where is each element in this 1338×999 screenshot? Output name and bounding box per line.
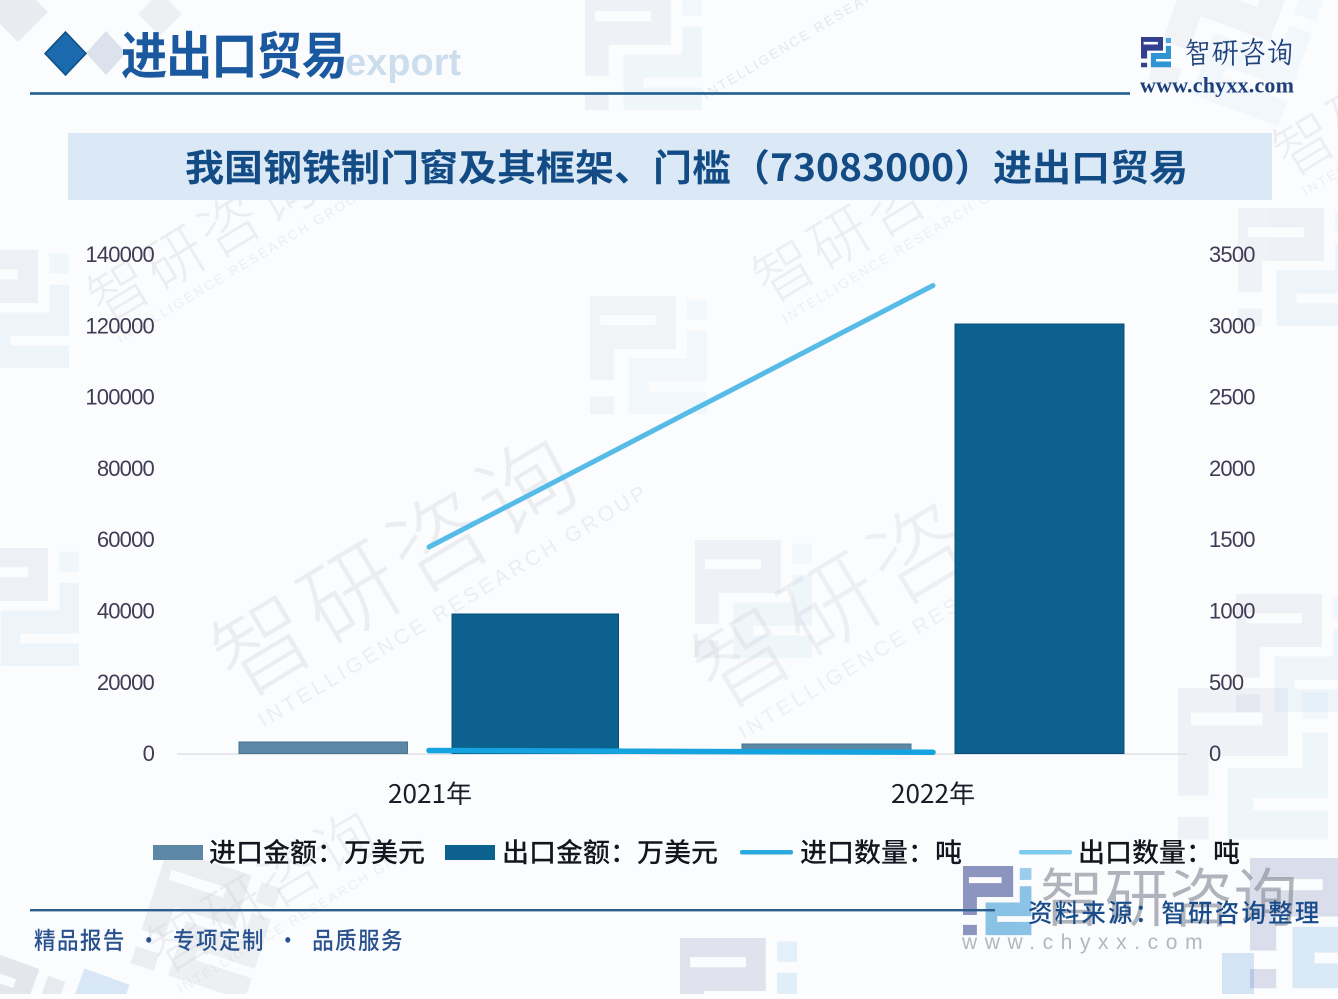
svg-text:www.chyxx.com: www.chyxx.com [961, 931, 1210, 954]
svg-text:2500: 2500 [1209, 385, 1255, 410]
svg-text:1500: 1500 [1209, 527, 1255, 552]
svg-text:www.chyxx.com: www.chyxx.com [1140, 73, 1294, 98]
svg-text:80000: 80000 [97, 456, 155, 481]
svg-text:100000: 100000 [85, 385, 154, 410]
svg-text:export: export [345, 42, 461, 84]
svg-text:0: 0 [143, 741, 155, 766]
svg-text:40000: 40000 [97, 599, 155, 624]
svg-text:0: 0 [1209, 741, 1221, 766]
svg-text:500: 500 [1209, 670, 1244, 695]
svg-text:120000: 120000 [85, 313, 154, 338]
svg-text:2000: 2000 [1209, 456, 1255, 481]
svg-text:3000: 3000 [1209, 313, 1255, 338]
svg-text:140000: 140000 [85, 242, 154, 267]
svg-text:3500: 3500 [1209, 242, 1255, 267]
svg-text:20000: 20000 [97, 670, 155, 695]
svg-text:60000: 60000 [97, 527, 155, 552]
svg-text:1000: 1000 [1209, 599, 1255, 624]
